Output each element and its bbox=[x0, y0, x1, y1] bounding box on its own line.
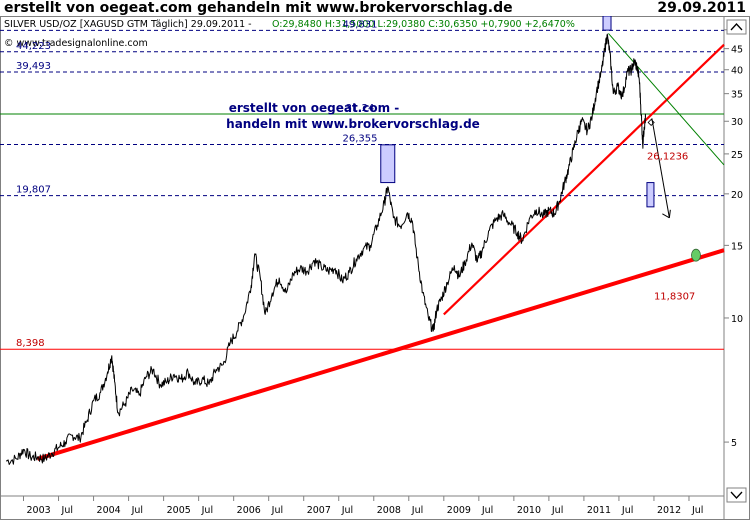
marker-box-2011-bottom bbox=[646, 182, 655, 208]
level-label: 31,24 bbox=[346, 103, 375, 114]
x-tick-label: Jul bbox=[201, 505, 213, 516]
y-tick-label: 30 bbox=[731, 117, 743, 128]
x-tick-label: Jul bbox=[691, 505, 703, 516]
level-label: 8,398 bbox=[16, 338, 45, 349]
x-tick-label: 2003 bbox=[27, 505, 51, 516]
watermark-line-2: handeln mit www.brokervorschlag.de bbox=[226, 117, 480, 131]
chart-header-title: erstellt von oegeat.com gehandeln mit ww… bbox=[4, 0, 513, 16]
y-tick-label: 25 bbox=[731, 150, 743, 161]
y-tick-label: 20 bbox=[731, 190, 743, 201]
x-tick-label: Jul bbox=[621, 505, 633, 516]
level-label: 44,223 bbox=[16, 41, 51, 52]
x-tick-label: 2010 bbox=[517, 505, 541, 516]
price-chart: SILVER USD/OZ [XAGUSD GTM Täglich] 29.09… bbox=[0, 16, 750, 520]
x-tick-label: Jul bbox=[131, 505, 143, 516]
x-tick-label: Jul bbox=[341, 505, 353, 516]
forecast-arrow-head bbox=[662, 209, 671, 219]
chart-header-date: 29.09.2011 bbox=[657, 0, 746, 16]
marker-box-2011-top bbox=[602, 16, 612, 31]
x-tick-label: Jul bbox=[271, 505, 283, 516]
level-label: 26,355 bbox=[343, 133, 378, 144]
scroll-up-arrow[interactable] bbox=[726, 19, 747, 35]
y-tick-label: 35 bbox=[731, 90, 743, 101]
trendline bbox=[443, 43, 725, 316]
y-tick-label: 15 bbox=[731, 241, 743, 252]
level-label: 39,493 bbox=[16, 61, 51, 72]
x-tick-label: Jul bbox=[61, 505, 73, 516]
trendline bbox=[36, 248, 725, 461]
x-tick-label: 2012 bbox=[657, 505, 681, 516]
y-tick-label: 45 bbox=[731, 45, 743, 56]
x-tick-label: 2009 bbox=[447, 505, 471, 516]
x-tick-label: Jul bbox=[551, 505, 563, 516]
level-label: 49,831 bbox=[343, 19, 378, 30]
x-tick-label: 2011 bbox=[587, 505, 611, 516]
x-tick-label: Jul bbox=[411, 505, 423, 516]
x-tick-label: 2008 bbox=[377, 505, 401, 516]
x-tick-label: 2007 bbox=[307, 505, 331, 516]
x-tick-label: Jul bbox=[481, 505, 493, 516]
chart-instrument-label: SILVER USD/OZ [XAGUSD GTM Täglich] 29.09… bbox=[4, 19, 252, 30]
forecast-arrow bbox=[651, 118, 670, 218]
level-label: 19,807 bbox=[16, 185, 51, 196]
price-label: 11,8307 bbox=[654, 291, 695, 302]
marker-box-2008 bbox=[380, 144, 396, 184]
y-tick-label: 5 bbox=[731, 438, 737, 449]
chart-ohlc-label: O:29,8480 H:31,5000 L:29,0380 C:30,6350 … bbox=[272, 19, 575, 30]
trendline bbox=[608, 33, 725, 166]
x-tick-label: 2006 bbox=[237, 505, 261, 516]
x-tick-label: 2005 bbox=[167, 505, 191, 516]
target-ellipse bbox=[691, 248, 701, 262]
chart-source-label: © www.tradesignalonline.com bbox=[4, 38, 148, 49]
watermark-line-1: erstellt von oegeat.com - bbox=[229, 101, 400, 115]
scroll-down-arrow[interactable] bbox=[726, 487, 747, 503]
x-tick-label: 2004 bbox=[97, 505, 121, 516]
y-tick-label: 40 bbox=[731, 66, 743, 77]
price-label: 26,1236 bbox=[647, 152, 688, 163]
price-line bbox=[6, 33, 646, 465]
diamond-marker bbox=[647, 118, 655, 127]
y-tick-label: 10 bbox=[731, 314, 743, 325]
